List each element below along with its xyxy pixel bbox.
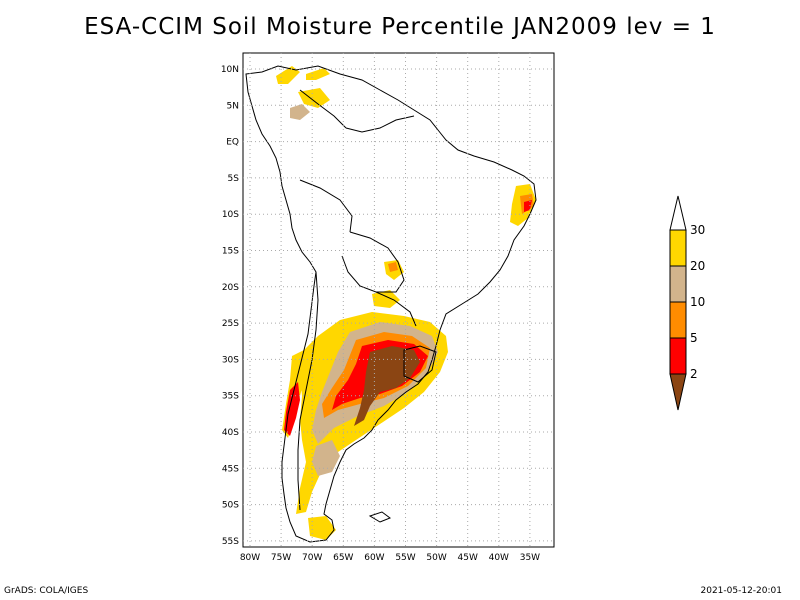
footer-credit: GrADS: COLA/IGES bbox=[4, 586, 89, 596]
lon-label: 55W bbox=[395, 553, 415, 563]
legend-swatch bbox=[669, 301, 687, 339]
lat-label: 35S bbox=[222, 392, 239, 402]
lon-label: 65W bbox=[333, 553, 353, 563]
legend-swatch bbox=[669, 337, 687, 375]
border-paraguay bbox=[375, 291, 417, 327]
coastlines-borders bbox=[245, 65, 537, 543]
lat-label: 10S bbox=[222, 210, 239, 220]
lat-label: 30S bbox=[222, 355, 239, 365]
border-bolivia bbox=[341, 231, 405, 293]
shade-colombia-south bbox=[290, 104, 310, 120]
shade-colombia-central bbox=[298, 88, 330, 108]
lon-label: 35W bbox=[520, 553, 540, 563]
border-colombia-venezuela bbox=[299, 89, 347, 129]
border-argentina-chile bbox=[297, 271, 319, 511]
lat-label: 15S bbox=[222, 247, 239, 257]
lat-label: 25S bbox=[222, 319, 239, 329]
legend-label: 5 bbox=[690, 331, 698, 345]
lon-label: 60W bbox=[364, 553, 384, 563]
lat-label: 5N bbox=[227, 101, 239, 111]
legend-bottom-triangle bbox=[669, 373, 687, 411]
lon-label: 70W bbox=[302, 553, 322, 563]
falklands bbox=[368, 511, 392, 523]
legend-swatch bbox=[669, 229, 687, 267]
latitude-labels: 10N 5N EQ 5S 10S 15S 20S 25S 30S 35S 40S 45S 50S 55S bbox=[221, 65, 239, 547]
lat-label: 45S bbox=[222, 464, 239, 474]
lat-label: 20S bbox=[222, 283, 239, 293]
border-brazil-north bbox=[345, 115, 415, 133]
lon-label: 50W bbox=[426, 553, 446, 563]
lat-label: 5S bbox=[228, 174, 240, 184]
legend-label: 10 bbox=[690, 295, 705, 309]
south-america-coastline bbox=[245, 65, 537, 543]
footer-timestamp: 2021-05-12-20:01 bbox=[700, 586, 783, 596]
lat-label: 10N bbox=[221, 65, 239, 75]
legend-label: 2 bbox=[690, 367, 698, 381]
color-legend: 30 20 10 5 2 bbox=[669, 195, 705, 411]
border-uruguay bbox=[403, 345, 437, 383]
legend-label: 30 bbox=[690, 223, 705, 237]
shade-tierra-del-fuego bbox=[308, 516, 336, 540]
shade-interior-b bbox=[388, 262, 398, 272]
shade-venezuela-west bbox=[306, 68, 330, 80]
lat-label: 40S bbox=[222, 428, 239, 438]
shade-colombia-north bbox=[276, 66, 300, 84]
lon-label: 80W bbox=[240, 553, 260, 563]
legend-top-triangle bbox=[669, 195, 687, 231]
lat-label: 55S bbox=[222, 537, 239, 547]
lat-label: 50S bbox=[222, 501, 239, 511]
legend-swatch bbox=[669, 265, 687, 303]
lon-label: 45W bbox=[458, 553, 478, 563]
shade-paraguay-yellow bbox=[372, 290, 400, 308]
lat-label: EQ bbox=[226, 138, 239, 148]
shade-patagonia-tan bbox=[312, 440, 340, 476]
lon-label: 40W bbox=[489, 553, 509, 563]
longitude-labels: 80W 75W 70W 65W 60W 55W 50W 45W 40W 35W bbox=[240, 553, 540, 563]
map-title: ESA-CCIM Soil Moisture Percentile JAN200… bbox=[84, 14, 716, 40]
legend-label: 20 bbox=[690, 259, 705, 273]
border-peru-brazil bbox=[299, 179, 353, 233]
lon-label: 75W bbox=[271, 553, 291, 563]
plot-frame bbox=[242, 52, 555, 548]
